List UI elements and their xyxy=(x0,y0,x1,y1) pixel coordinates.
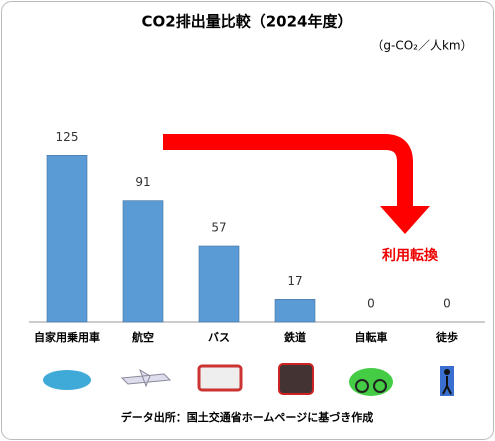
value-label: 0 xyxy=(443,297,451,311)
chart-title: CO2排出量比較（2024年度） xyxy=(142,13,353,31)
bar xyxy=(198,245,240,323)
bar xyxy=(274,299,316,323)
value-label: 57 xyxy=(211,221,226,235)
walker-head xyxy=(444,369,450,375)
value-label: 125 xyxy=(56,130,79,144)
bicycle-wheel xyxy=(355,379,369,393)
bicycle-bg xyxy=(349,368,393,396)
x-tick-label: 鉄道 xyxy=(284,330,306,344)
x-tick-label: 自転車 xyxy=(355,330,388,344)
unit-label: （g-CO₂／人km） xyxy=(371,39,472,53)
arrow xyxy=(163,134,413,208)
value-label: 91 xyxy=(135,175,150,189)
walker-body xyxy=(442,376,452,395)
bus-icon xyxy=(197,364,243,392)
source-note: データ出所：国土交通省ホームページに基づき作成 xyxy=(121,410,373,424)
x-tick-label: バス xyxy=(208,331,230,344)
bar xyxy=(122,200,164,323)
bicycle-wheel xyxy=(373,379,387,393)
icons xyxy=(43,363,454,396)
train-icon xyxy=(278,363,314,395)
plane-icon xyxy=(120,368,172,388)
x-tick-label: 航空 xyxy=(132,330,154,344)
arrow-head xyxy=(380,206,430,234)
x-tick-label: 徒歩 xyxy=(435,330,458,344)
x-tick-label: 自家用乗用車 xyxy=(34,330,100,344)
annotation: 利用転換 xyxy=(382,247,439,264)
value-label: 17 xyxy=(287,274,302,288)
bar xyxy=(46,155,88,323)
value-label: 0 xyxy=(367,297,375,311)
car-icon xyxy=(43,370,91,390)
